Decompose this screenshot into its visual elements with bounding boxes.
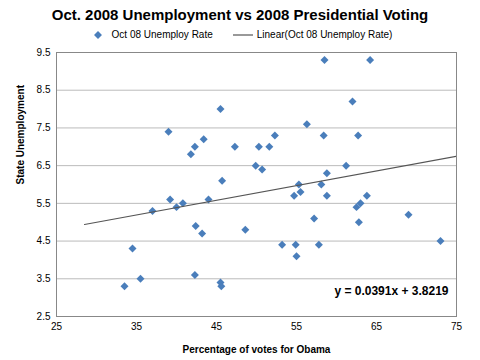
svg-text:y = 0.0391x + 3.8219: y = 0.0391x + 3.8219 xyxy=(334,284,448,298)
svg-text:4.5: 4.5 xyxy=(37,235,51,246)
svg-text:State Unemployment: State Unemployment xyxy=(15,84,26,184)
svg-text:65: 65 xyxy=(371,321,383,332)
svg-text:75: 75 xyxy=(451,321,463,332)
html-text:Linear(Oct 08 Unemploy Rate): Linear(Oct 08 Unemploy Rate) xyxy=(256,29,393,40)
html-text:Oct. 2008 Unemployment vs 2008: Oct. 2008 Unemployment vs 2008 President… xyxy=(51,6,429,23)
svg-text:5.5: 5.5 xyxy=(37,198,51,209)
svg-text:Percentage of votes for Obama: Percentage of votes for Obama xyxy=(183,344,331,355)
svg-text:2.5: 2.5 xyxy=(37,311,51,322)
svg-text:35: 35 xyxy=(131,321,143,332)
svg-text:8.5: 8.5 xyxy=(37,84,51,95)
svg-text:7.5: 7.5 xyxy=(37,122,51,133)
svg-text:6.5: 6.5 xyxy=(37,160,51,171)
svg-text:25: 25 xyxy=(51,321,63,332)
svg-text:3.5: 3.5 xyxy=(37,273,51,284)
svg-text:45: 45 xyxy=(211,321,223,332)
html-text:Oct 08 Unemploy Rate: Oct 08 Unemploy Rate xyxy=(111,29,213,40)
svg-text:55: 55 xyxy=(291,321,303,332)
svg-text:9.5: 9.5 xyxy=(37,47,51,58)
